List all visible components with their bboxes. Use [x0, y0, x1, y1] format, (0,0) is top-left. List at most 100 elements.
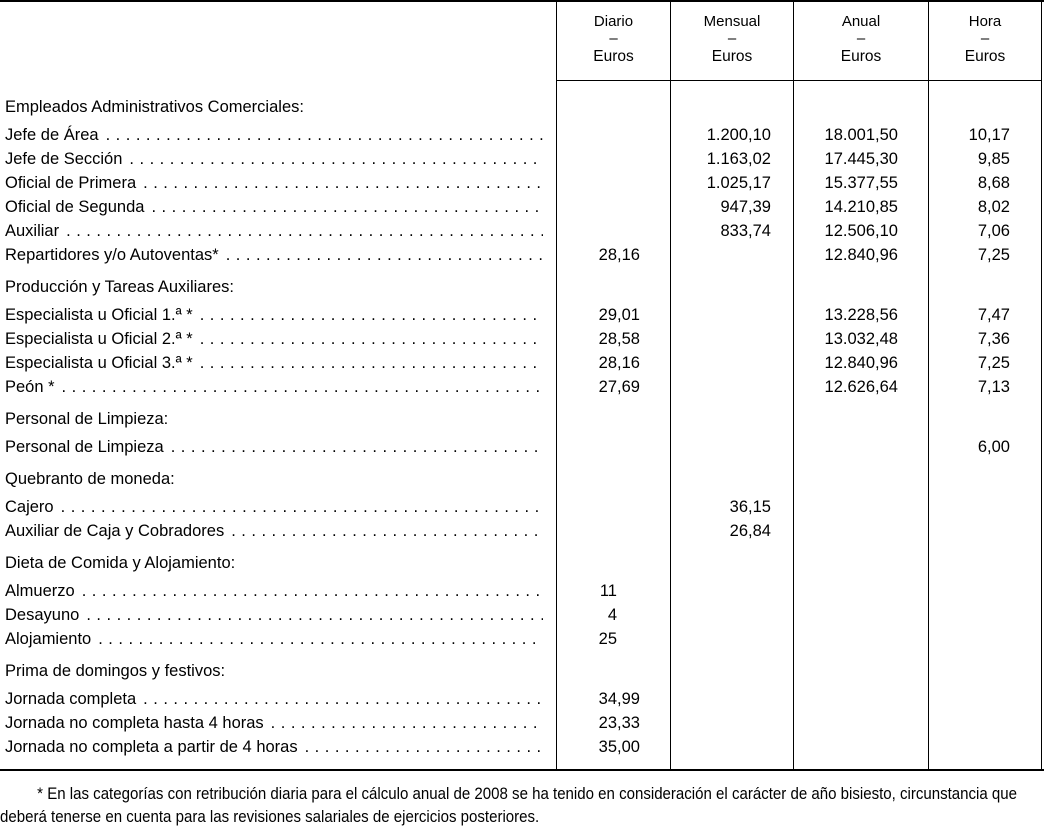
value-integer-part: 12.506 [824, 222, 875, 240]
cell-anual [793, 627, 928, 651]
table-row: Desayuno 4 [0, 603, 1044, 627]
cell-mensual: 1.163,02 [670, 147, 793, 171]
column-header-spacer [0, 2, 556, 81]
value-decimal-part: ,00 [987, 438, 1010, 456]
table-row: Auxiliar de Caja y Cobradores 26,84 [0, 519, 1044, 543]
table-row: Personal de Limpieza 6,00 [0, 435, 1044, 459]
cell-mensual [670, 459, 793, 495]
cell-mensual: 833,74 [670, 219, 793, 243]
cell-hora [928, 81, 1042, 123]
cell-diario [556, 543, 670, 579]
row-label: Peón * [5, 378, 55, 396]
cell-mensual [670, 651, 793, 687]
column-dash: – [856, 30, 866, 47]
table-row: Almuerzo 11 [0, 579, 1044, 603]
dot-leader [231, 519, 543, 543]
value-integer-part: 13.228 [824, 306, 875, 324]
dot-leader [66, 219, 543, 243]
cell-anual [793, 267, 928, 303]
cell-diario: 28,58 [556, 327, 670, 351]
row-label-cell: Desayuno [0, 603, 556, 627]
column-unit: Euros [964, 48, 1006, 65]
section-row: Dieta de Comida y Alojamiento: [0, 543, 1044, 579]
cell-diario [556, 195, 670, 219]
cell-hora [928, 687, 1042, 711]
salary-table: Diario – Euros Mensual – Euros Anual – E… [0, 0, 1044, 771]
value-decimal-part: ,16 [617, 246, 640, 264]
section-row: Prima de domingos y festivos: [0, 651, 1044, 687]
section-label: Producción y Tareas Auxiliares: [5, 278, 234, 296]
row-label: Especialista u Oficial 2.ª * [5, 330, 193, 348]
table-header: Diario – Euros Mensual – Euros Anual – E… [0, 2, 1044, 81]
cell-hora: 7,36 [928, 327, 1042, 351]
dot-leader [143, 687, 543, 711]
cell-anual: 12.506,10 [793, 219, 928, 243]
value-decimal-part: ,64 [875, 378, 898, 396]
dot-leader [98, 627, 543, 651]
dot-leader [271, 711, 543, 735]
cell-diario [556, 171, 670, 195]
value-decimal-part: ,02 [748, 150, 771, 168]
row-label-cell: Oficial de Primera [0, 171, 556, 195]
value-integer-part: 7 [977, 306, 987, 324]
table-row: Jornada no completa a partir de 4 horas 3… [0, 735, 1044, 769]
section-label: Quebranto de moneda: [5, 470, 175, 488]
value-decimal-part: ,10 [748, 126, 771, 144]
value-integer-part: 8 [977, 174, 987, 192]
cell-diario: 25 [556, 627, 670, 651]
value-integer-part: 17.445 [824, 150, 875, 168]
value-decimal-part: ,02 [987, 198, 1010, 216]
cell-anual [793, 399, 928, 435]
value-integer-part: 8 [977, 198, 987, 216]
section-label: Dieta de Comida y Alojamiento: [5, 554, 236, 572]
cell-mensual [670, 627, 793, 651]
value-decimal-part: ,10 [875, 222, 898, 240]
row-label-cell: Peón * [0, 375, 556, 399]
cell-mensual [670, 735, 793, 769]
table-row: Especialista u Oficial 3.ª * 28,16 12.840,… [0, 351, 1044, 375]
row-label: Auxiliar de Caja y Cobradores [5, 522, 225, 540]
row-label: Alojamiento [5, 630, 92, 648]
cell-diario [556, 81, 670, 123]
cell-anual [793, 651, 928, 687]
row-label-cell: Almuerzo [0, 579, 556, 603]
value-decimal-part: ,36 [987, 330, 1010, 348]
section-row: Producción y Tareas Auxiliares: [0, 267, 1044, 303]
cell-mensual [670, 327, 793, 351]
cell-diario [556, 495, 670, 519]
cell-anual: 12.626,64 [793, 375, 928, 399]
value-decimal-part: ,13 [987, 378, 1010, 396]
value-integer-part: 28 [598, 330, 617, 348]
cell-anual [793, 519, 928, 543]
cell-hora [928, 495, 1042, 519]
row-label-cell: Alojamiento [0, 627, 556, 651]
column-unit: Euros [711, 48, 753, 65]
table-row: Especialista u Oficial 1.ª * 29,01 13.228,… [0, 303, 1044, 327]
cell-mensual [670, 351, 793, 375]
table-row: Especialista u Oficial 2.ª * 28,58 13.032,… [0, 327, 1044, 351]
value-integer-part: 1.025 [706, 174, 748, 192]
table-row: Jornada no completa hasta 4 horas 23,33 [0, 711, 1044, 735]
cell-mensual: 947,39 [670, 195, 793, 219]
column-label: Mensual [703, 13, 761, 30]
dot-leader [61, 495, 543, 519]
column-dash: – [980, 30, 990, 47]
row-label: Jornada no completa hasta 4 horas [5, 714, 264, 732]
value-decimal-part: ,33 [617, 714, 640, 732]
cell-mensual: 1.025,17 [670, 171, 793, 195]
cell-mensual [670, 303, 793, 327]
value-decimal-part: ,96 [875, 246, 898, 264]
value-integer-part: 28 [598, 354, 617, 372]
dot-leader [143, 171, 543, 195]
section-row: Personal de Limpieza: [0, 399, 1044, 435]
cell-anual [793, 579, 928, 603]
row-label-cell: Jornada completa [0, 687, 556, 711]
row-label-cell: Auxiliar [0, 219, 556, 243]
cell-hora: 7,13 [928, 375, 1042, 399]
row-label-cell: Personal de Limpieza: [0, 399, 556, 435]
value-decimal-part: ,15 [748, 498, 771, 516]
cell-diario [556, 399, 670, 435]
value-integer-part: 947 [720, 198, 748, 216]
